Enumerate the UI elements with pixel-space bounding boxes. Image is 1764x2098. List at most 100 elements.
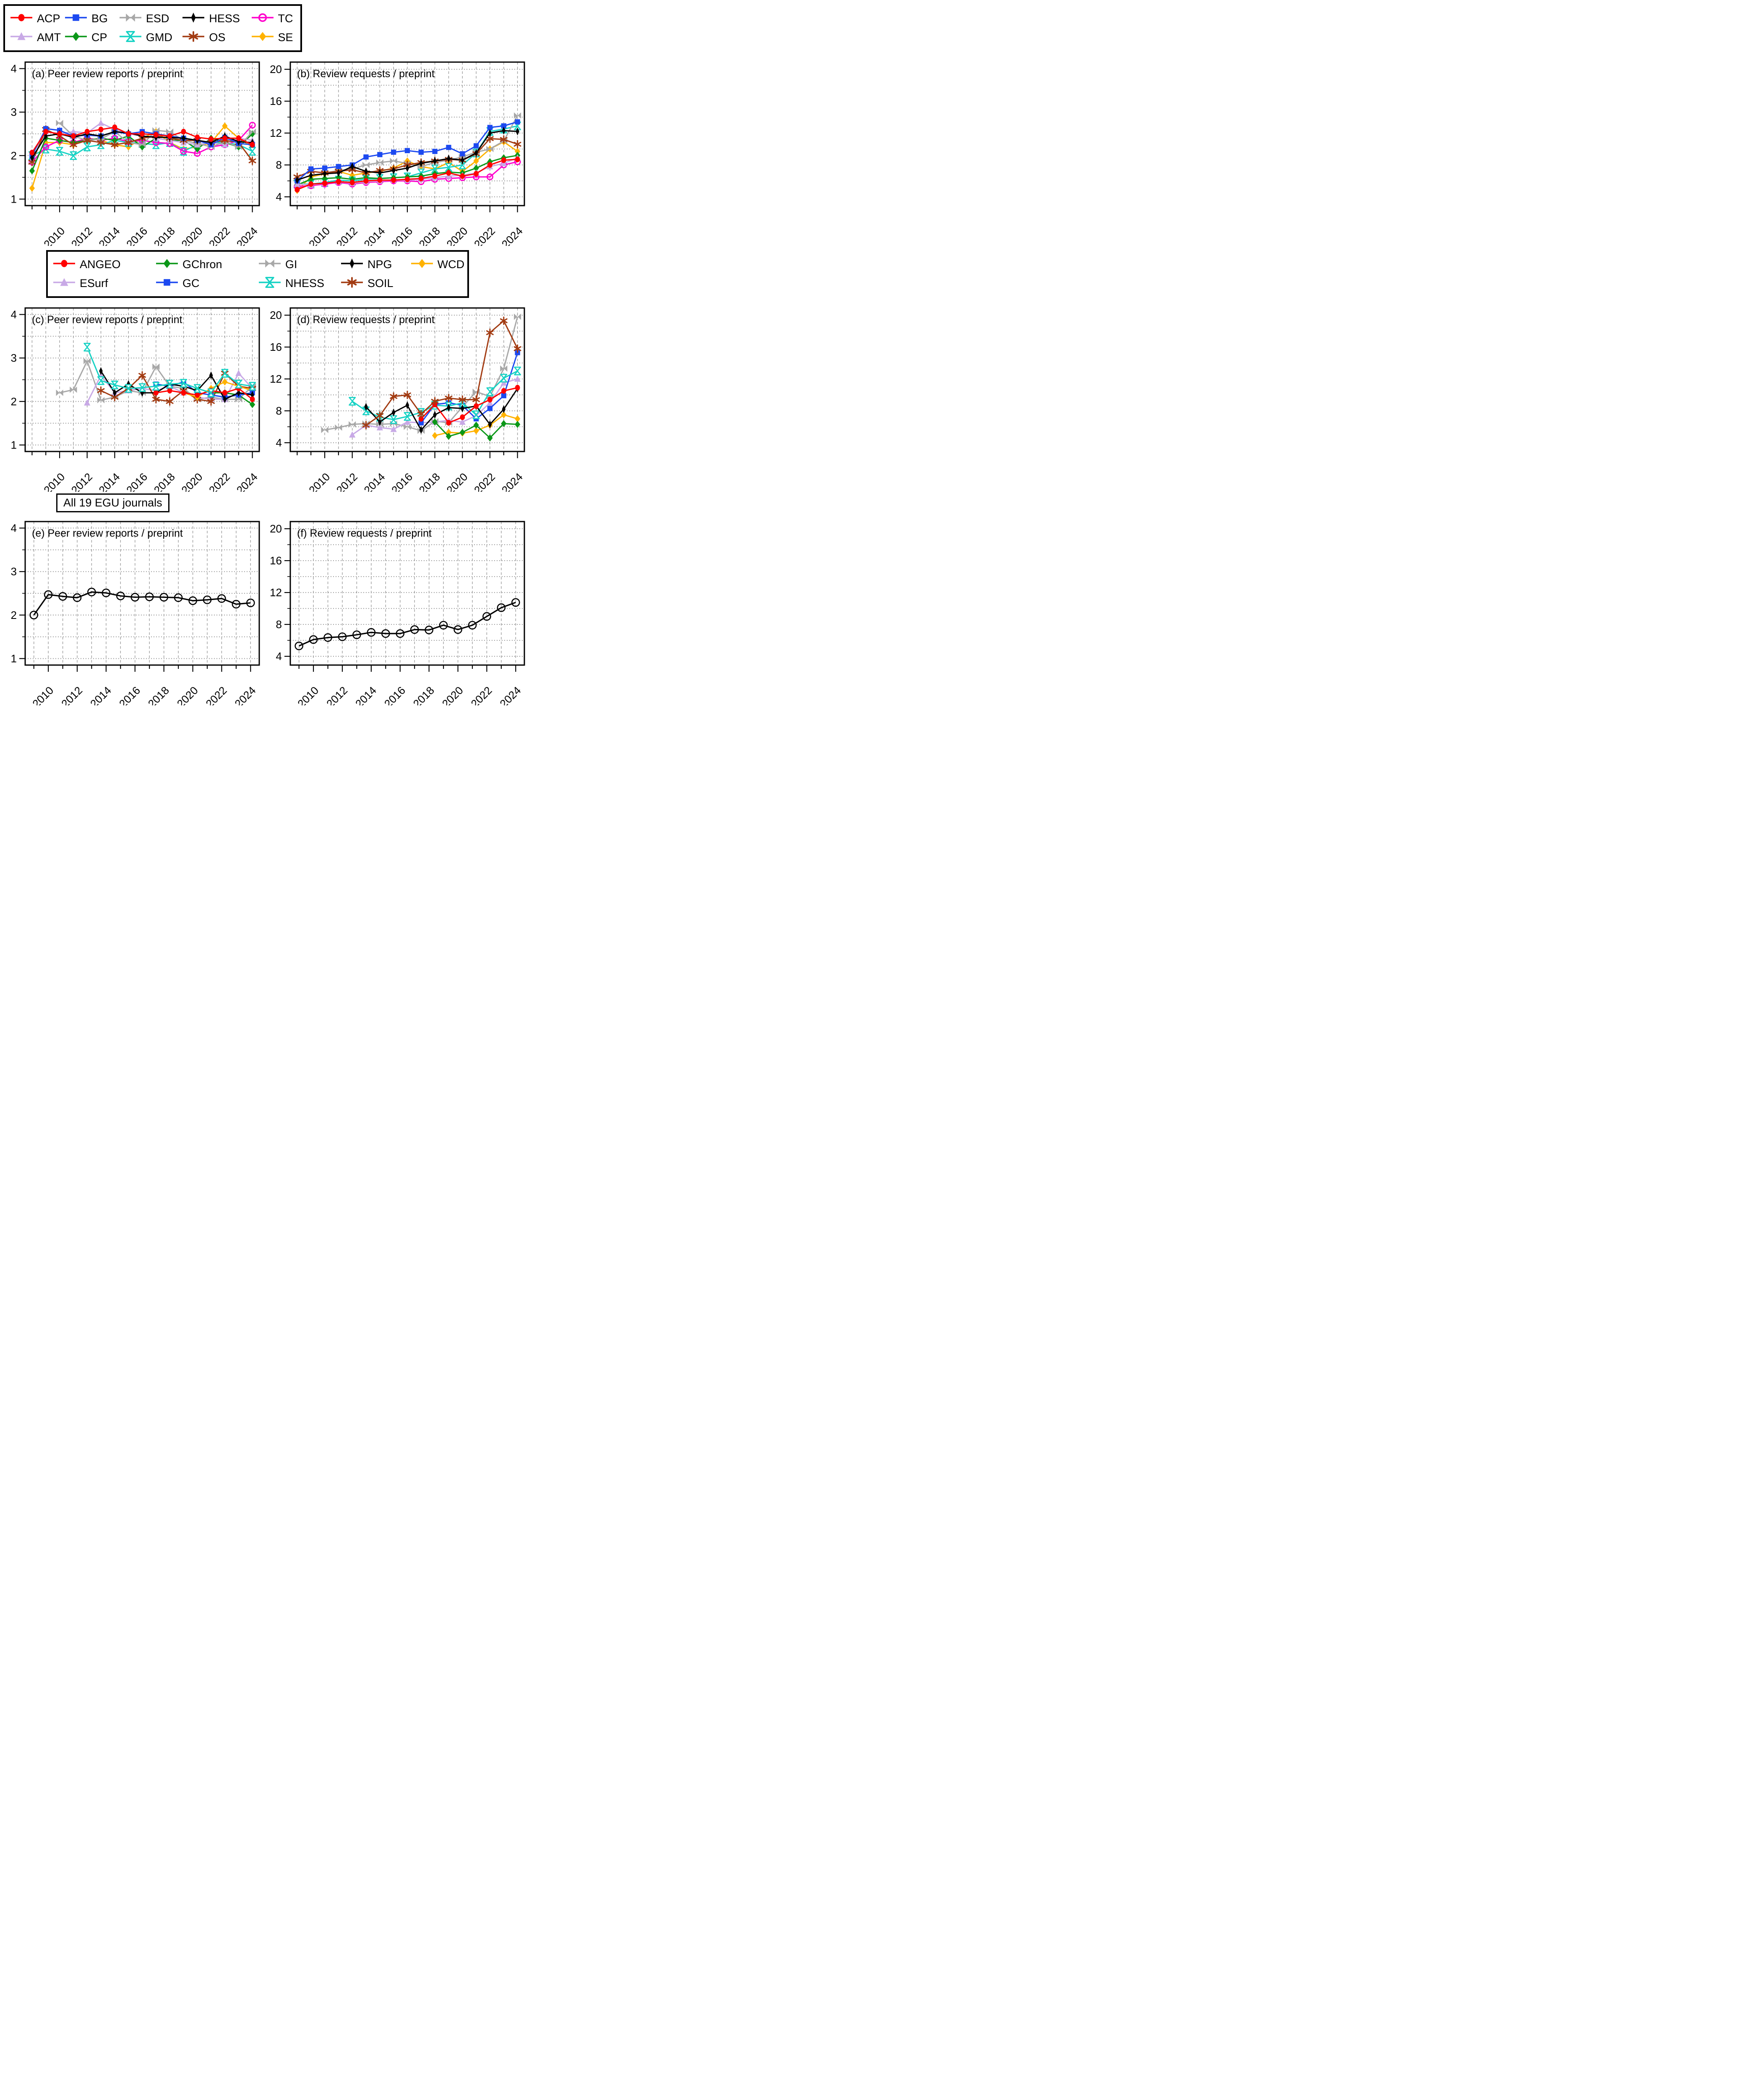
svg-text:2024: 2024 — [499, 224, 525, 246]
grid — [25, 308, 259, 451]
svg-text:2012: 2012 — [69, 470, 95, 492]
cp-marker-icon — [64, 29, 88, 46]
svg-text:2016: 2016 — [124, 224, 150, 246]
legend-item-esurf: ESurf — [52, 274, 155, 293]
svg-text:20: 20 — [270, 63, 282, 76]
legend-item-gc: GC — [155, 274, 258, 293]
svg-text:2016: 2016 — [389, 470, 415, 492]
legend-item-cp: CP — [64, 28, 118, 47]
series-NPG — [99, 367, 254, 404]
svg-text:2018: 2018 — [417, 470, 443, 492]
series-NHESS — [83, 342, 256, 397]
svg-text:2: 2 — [11, 395, 17, 408]
series-ALL19 — [294, 598, 520, 650]
soil-marker-icon — [340, 275, 364, 292]
svg-text:2022: 2022 — [469, 684, 495, 705]
legend-top-journals: ACP BG ESD HESS TC AMT CP GMD OS SE — [3, 4, 302, 52]
svg-text:8: 8 — [276, 404, 282, 417]
series-SOIL — [362, 316, 521, 430]
svg-text:2018: 2018 — [411, 684, 437, 705]
svg-text:2010: 2010 — [295, 684, 321, 705]
panel-title: (b) Review requests / preprint — [297, 68, 435, 80]
svg-text:2018: 2018 — [151, 470, 177, 492]
svg-text:2016: 2016 — [389, 224, 415, 246]
svg-text:2016: 2016 — [124, 470, 150, 492]
svg-text:16: 16 — [270, 554, 282, 567]
svg-text:2010: 2010 — [306, 224, 332, 246]
panel-c-chart: 2010 2012 2014 2016 2018 2020 2022 2024 1 2 3 4 (c) … — [11, 307, 260, 492]
svg-text:2014: 2014 — [362, 470, 388, 492]
panel-c: 2010 2012 2014 2016 2018 2020 2022 2024 1 2 3 4 (c) … — [3, 304, 264, 492]
legend-label-gchron: GChron — [182, 258, 222, 271]
legend-item-se: SE — [250, 28, 296, 47]
svg-text:2020: 2020 — [179, 224, 205, 246]
legend-label-os: OS — [209, 31, 226, 44]
legend-item-soil: SOIL — [340, 274, 410, 293]
esd-marker-icon — [118, 10, 143, 27]
series-ALL19 — [29, 587, 255, 620]
svg-text:20: 20 — [270, 309, 282, 321]
svg-text:2020: 2020 — [175, 684, 201, 705]
nhess-marker-icon — [258, 275, 282, 292]
panel-title: (d) Review requests / preprint — [297, 314, 435, 326]
svg-text:1: 1 — [11, 439, 17, 451]
svg-text:1: 1 — [11, 652, 17, 665]
gmd-marker-icon — [118, 29, 143, 46]
legend-label-soil: SOIL — [367, 277, 393, 290]
panel-d-chart: 2010 2012 2014 2016 2018 2020 2022 202448121620… — [270, 307, 525, 492]
svg-text:2018: 2018 — [146, 684, 172, 705]
tc-marker-icon — [250, 10, 275, 27]
svg-text:12: 12 — [270, 373, 282, 385]
svg-text:2020: 2020 — [440, 684, 466, 705]
svg-text:2020: 2020 — [444, 224, 470, 246]
angeo-marker-icon — [52, 256, 76, 273]
svg-text:2012: 2012 — [69, 224, 95, 246]
panel-d: 2010 2012 2014 2016 2018 2020 2022 2024 4 8 12 16 20… — [268, 304, 529, 492]
legend-row: ANGEO GChron GI NPG WCD — [52, 255, 465, 274]
gchron-marker-icon — [155, 256, 179, 273]
legend-label-esd: ESD — [146, 12, 169, 25]
svg-text:8: 8 — [276, 618, 282, 631]
legend-label-nhess: NHESS — [285, 277, 325, 290]
legend-row: AMT CP GMD OS SE — [9, 28, 296, 47]
axes: 2010 2012 2014 2016 2018 2020 2022 2024 4 8 12 16 20 — [270, 521, 525, 705]
legend-mid-journals: ANGEO GChron GI NPG WCD ESurf GC NHESS SOIL — [46, 250, 469, 298]
svg-text:2010: 2010 — [41, 224, 67, 246]
legend-item-nhess: NHESS — [258, 274, 340, 293]
amt-marker-icon — [9, 29, 34, 46]
svg-text:2014: 2014 — [96, 224, 122, 246]
svg-text:2012: 2012 — [334, 224, 360, 246]
svg-text:4: 4 — [11, 308, 17, 321]
svg-text:4: 4 — [276, 650, 282, 663]
panel-a: 2010 2012 2014 2016 2018 2020 2022 2024 1 2 3 4 (a) … — [3, 58, 264, 246]
axes: 2010 2012 2014 2016 2018 2020 2022 2024 1 2 3 4 — [11, 521, 260, 705]
svg-text:1: 1 — [11, 193, 17, 206]
grid — [290, 62, 524, 206]
legend-label-esurf: ESurf — [80, 277, 108, 290]
legend-item-gmd: GMD — [118, 28, 181, 47]
legend-label-wcd: WCD — [437, 258, 465, 271]
svg-text:2010: 2010 — [41, 470, 67, 492]
svg-text:2014: 2014 — [96, 470, 122, 492]
series-ACP — [29, 124, 255, 156]
panel-title: (a) Peer review reports / preprint — [32, 68, 183, 80]
axes: 2010 2012 2014 2016 2018 2020 2022 2024 1 2 3 4 — [11, 61, 260, 246]
panel-a-chart: 2010 2012 2014 2016 2018 2020 2022 2024 1 2 3 4 (a) … — [11, 61, 260, 246]
all-journals-label: All 19 EGU journals — [56, 493, 169, 512]
svg-text:2022: 2022 — [472, 224, 498, 246]
legend-label-angeo: ANGEO — [80, 258, 121, 271]
legend-item-acp: ACP — [9, 9, 64, 28]
axes: 2010 2012 2014 2016 2018 2020 2022 2024 4 8 12 16 20 — [270, 61, 525, 246]
bg-marker-icon — [64, 10, 88, 27]
svg-text:2022: 2022 — [203, 684, 229, 705]
svg-text:3: 3 — [11, 106, 17, 118]
svg-text:2014: 2014 — [362, 224, 388, 246]
npg-marker-icon — [340, 256, 364, 273]
svg-text:2016: 2016 — [382, 684, 408, 705]
svg-text:2024: 2024 — [234, 224, 260, 246]
svg-text:12: 12 — [270, 586, 282, 599]
legend-item-gi: GI — [258, 255, 340, 274]
svg-text:2020: 2020 — [444, 470, 470, 492]
wcd-marker-icon — [410, 256, 434, 273]
svg-text:2014: 2014 — [353, 684, 379, 705]
